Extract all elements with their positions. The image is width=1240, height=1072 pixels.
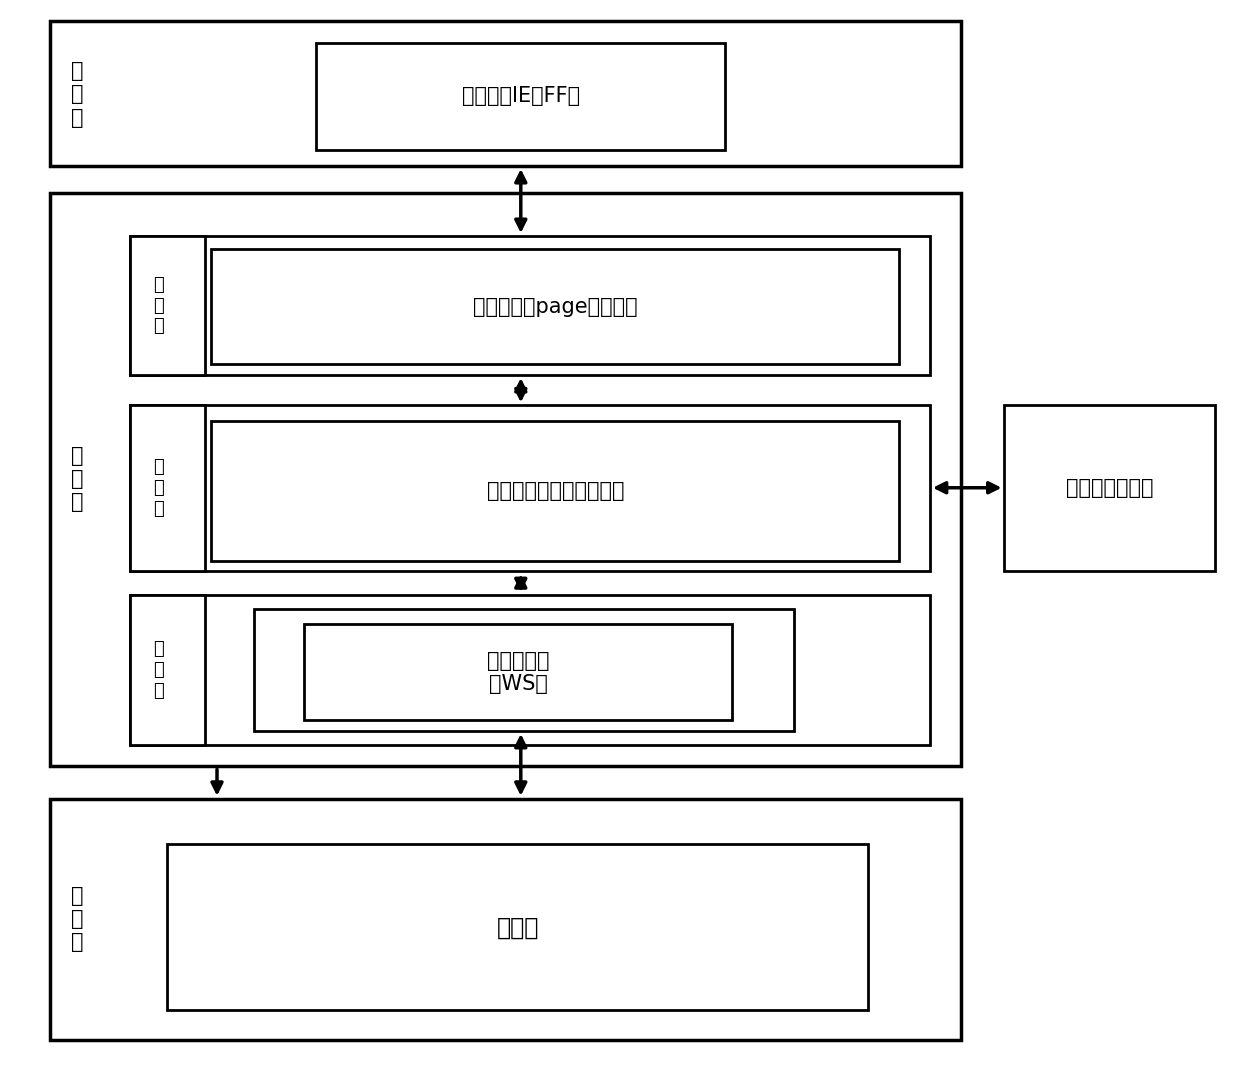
Text: 应
用
端: 应 用 端 <box>71 446 83 512</box>
Text: 接
口
层: 接 口 层 <box>154 640 164 700</box>
Text: 浏览器（IE、FF）: 浏览器（IE、FF） <box>461 87 580 106</box>
Text: 客
户
端: 客 户 端 <box>71 61 83 128</box>
Text: 统一接口层
（WS）: 统一接口层 （WS） <box>487 651 549 694</box>
Bar <box>50 21 961 166</box>
Bar <box>130 236 205 375</box>
Text: 自动化测试工具: 自动化测试工具 <box>1066 478 1153 497</box>
Bar <box>130 405 930 571</box>
Text: 程序逻辑控制、业务实现: 程序逻辑控制、业务实现 <box>487 481 624 501</box>
Bar <box>130 595 930 745</box>
Bar <box>130 236 930 375</box>
Text: 数据库: 数据库 <box>497 915 539 939</box>
Bar <box>167 844 868 1010</box>
Bar <box>50 799 961 1040</box>
Bar <box>211 249 899 364</box>
Text: 表
现
层: 表 现 层 <box>154 276 164 336</box>
Bar <box>316 43 725 150</box>
Bar <box>1004 405 1215 571</box>
Text: 应
用
层: 应 用 层 <box>154 458 164 518</box>
Bar <box>130 595 205 745</box>
Bar <box>130 405 205 571</box>
Bar <box>50 193 961 766</box>
Bar <box>254 609 794 731</box>
Bar <box>211 421 899 561</box>
Text: 数
据
端: 数 据 端 <box>71 885 83 952</box>
Text: 模板渲染、page页面展示: 模板渲染、page页面展示 <box>474 297 637 316</box>
Bar <box>304 624 732 720</box>
